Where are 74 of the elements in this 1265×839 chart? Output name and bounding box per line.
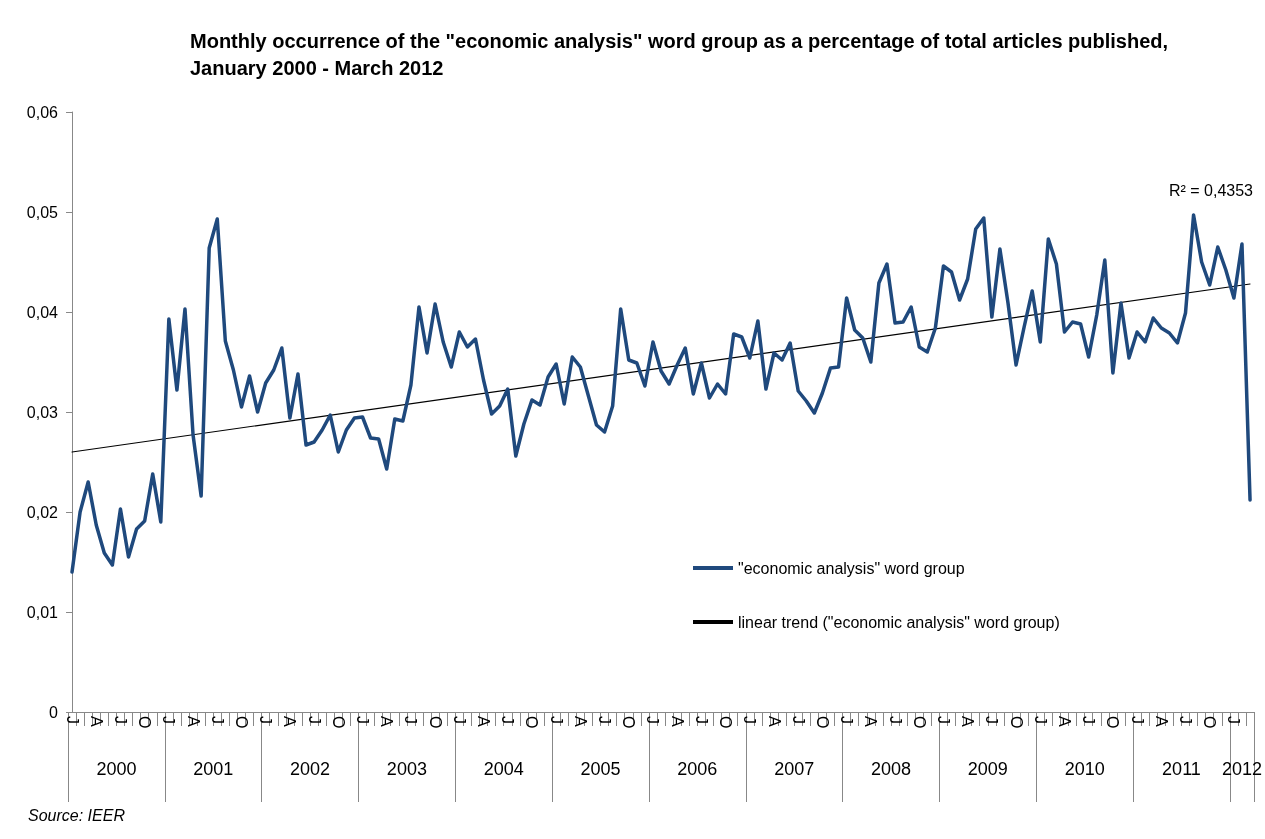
text: 2010 bbox=[1064, 759, 1105, 779]
x-tick-label: O bbox=[523, 716, 541, 729]
x-tick-label: A bbox=[87, 716, 105, 727]
x-tick-label: J bbox=[354, 716, 371, 724]
x-tick-label: O bbox=[1104, 716, 1122, 729]
x-tick-label: A bbox=[281, 716, 299, 727]
x-tick-label: J bbox=[208, 716, 226, 724]
text: 2000 bbox=[96, 759, 137, 779]
x-tick-label: J bbox=[838, 716, 856, 724]
text: 2005 bbox=[580, 759, 621, 779]
text: 2006 bbox=[677, 759, 718, 779]
x-tick-label: J bbox=[1031, 716, 1049, 724]
chart-title: Monthly occurrence of the "economic analysis" word group as a percentage of total articles published, January 2000 - March 2012 bbox=[190, 29, 1174, 79]
x-tick-label: J bbox=[934, 716, 952, 724]
y-tick-label: 0,06 bbox=[26, 103, 59, 121]
x-tick-label: J bbox=[499, 716, 517, 724]
x-tick-label: O bbox=[426, 716, 444, 729]
text: 2003 bbox=[386, 759, 427, 779]
x-tick-label: O bbox=[1007, 716, 1025, 729]
y-tick-label: 0,02 bbox=[26, 503, 59, 521]
x-tick-label: J bbox=[257, 716, 275, 724]
annotation: R² = 0,4353 bbox=[1168, 181, 1254, 199]
y-tick-label: 0,03 bbox=[26, 403, 59, 421]
text: 2002 bbox=[290, 759, 331, 779]
x-tick-label: J bbox=[1128, 716, 1146, 724]
x-tick-label: J bbox=[1080, 716, 1098, 724]
x-tick-label: A bbox=[1055, 716, 1073, 727]
y-tick-label: 0 bbox=[49, 703, 59, 721]
text: 2012 bbox=[1221, 759, 1262, 779]
x-tick-label: J bbox=[450, 716, 468, 724]
x-tick-label: J bbox=[1225, 716, 1243, 724]
y-tick-label: 0,04 bbox=[26, 303, 59, 321]
x-tick-label: A bbox=[378, 716, 396, 727]
x-tick-label: J bbox=[402, 716, 420, 724]
text: 2004 bbox=[483, 759, 524, 779]
x-tick-label: A bbox=[668, 716, 686, 727]
x-tick-label: J bbox=[1177, 716, 1194, 724]
x-tick-label: J bbox=[305, 716, 323, 724]
x-tick-label: J bbox=[886, 716, 904, 724]
x-tick-label: A bbox=[959, 716, 977, 727]
legend-label: "economic analysis" word group bbox=[738, 559, 965, 577]
x-tick-label: J bbox=[596, 716, 614, 724]
x-tick-label: O bbox=[620, 716, 638, 729]
x-tick-label: J bbox=[160, 716, 178, 724]
y-tick-label: 0,01 bbox=[26, 603, 59, 621]
x-tick-label: O bbox=[1201, 716, 1219, 729]
x-tick-label: A bbox=[184, 716, 202, 727]
x-tick-label: J bbox=[63, 716, 81, 724]
x-tick-label: J bbox=[692, 716, 710, 724]
y-tick-label: 0,05 bbox=[26, 203, 59, 221]
text: 2007 bbox=[774, 759, 815, 779]
text: 2009 bbox=[967, 759, 1008, 779]
text: 2011 bbox=[1162, 759, 1201, 779]
x-tick-label: J bbox=[644, 716, 662, 724]
text: 2001 bbox=[193, 759, 234, 779]
x-tick-label: O bbox=[910, 716, 928, 729]
x-tick-label: A bbox=[862, 716, 880, 727]
x-tick-label: J bbox=[547, 716, 565, 724]
x-tick-label: A bbox=[1152, 716, 1170, 727]
x-tick-label: A bbox=[571, 716, 589, 727]
x-tick-label: A bbox=[765, 716, 783, 727]
x-tick-label: J bbox=[741, 716, 759, 724]
source-note: Source: IEER bbox=[28, 806, 126, 824]
x-tick-label: O bbox=[813, 716, 831, 729]
legend-label: linear trend ("economic analysis" word group) bbox=[738, 613, 1060, 631]
x-tick-label: O bbox=[329, 716, 347, 729]
x-tick-label: O bbox=[232, 716, 250, 729]
x-tick-label: A bbox=[475, 716, 493, 727]
x-tick-label: O bbox=[136, 716, 154, 729]
x-tick-label: J bbox=[789, 716, 807, 724]
text: 2008 bbox=[870, 759, 912, 779]
x-tick-label: J bbox=[111, 716, 129, 724]
x-tick-label: O bbox=[717, 716, 735, 729]
x-tick-label: J bbox=[983, 716, 1001, 724]
